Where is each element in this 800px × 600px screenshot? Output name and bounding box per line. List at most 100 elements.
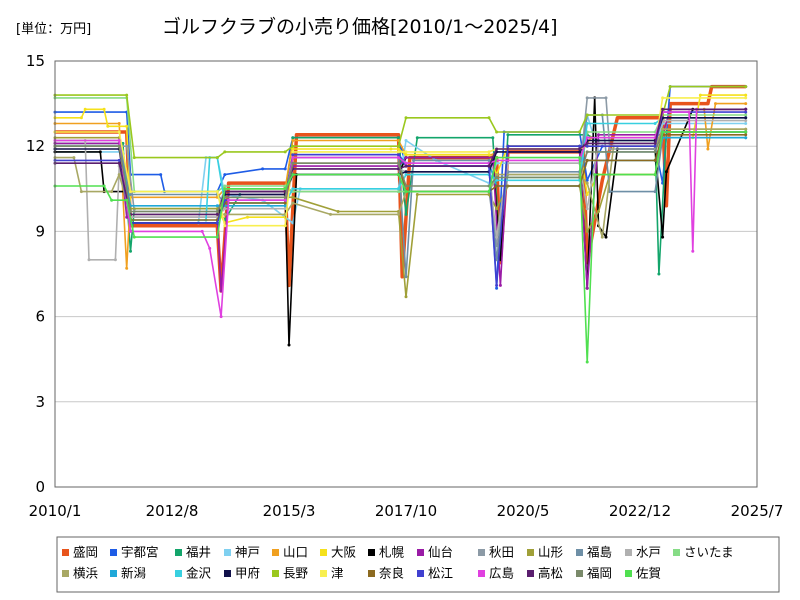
data-point	[578, 130, 582, 134]
data-point	[653, 150, 657, 154]
legend-label: 松江	[428, 566, 453, 581]
legend-swatch	[272, 570, 279, 577]
data-point	[495, 184, 499, 188]
data-point	[215, 156, 219, 160]
data-point	[495, 173, 499, 177]
data-point	[415, 136, 419, 140]
data-point	[291, 147, 295, 151]
data-point	[72, 156, 76, 160]
series-line	[55, 128, 746, 238]
data-point	[604, 235, 608, 239]
data-point	[129, 249, 132, 253]
legend-swatch	[224, 570, 231, 577]
data-point	[615, 116, 619, 120]
data-point	[223, 184, 227, 188]
x-tick-label: 2017/10	[375, 502, 437, 520]
data-point	[291, 187, 295, 191]
x-axis: 2010/1 2012/8 2015/3 2017/10 2020/5 2022/12 20…	[29, 502, 784, 520]
data-point	[159, 173, 163, 177]
x-tick-label: 2025/7	[731, 502, 784, 520]
data-point	[744, 130, 748, 134]
legend-label: さいたま	[684, 545, 734, 560]
data-point	[397, 150, 400, 154]
data-point	[117, 173, 121, 177]
data-point	[744, 133, 748, 137]
data-point	[487, 158, 491, 162]
data-point	[585, 286, 589, 290]
data-point	[495, 286, 499, 290]
data-point	[585, 193, 589, 196]
data-point	[404, 212, 408, 216]
data-point	[714, 102, 717, 106]
data-point	[125, 266, 129, 270]
data-point	[661, 96, 665, 100]
data-point	[98, 150, 102, 154]
data-point	[664, 170, 668, 174]
data-point	[495, 178, 499, 182]
data-point	[129, 229, 132, 233]
data-point	[200, 229, 204, 233]
data-point	[404, 275, 408, 279]
data-point	[487, 153, 491, 157]
series-line	[55, 131, 746, 213]
data-point	[506, 144, 510, 148]
data-point	[129, 193, 132, 196]
legend-label: 金沢	[186, 566, 212, 581]
legend-label: 宇都宮	[121, 545, 159, 560]
legend-label: 水戸	[636, 545, 661, 560]
x-tick-label: 2010/1	[29, 502, 82, 520]
data-point	[600, 178, 604, 182]
legend-swatch	[625, 570, 632, 577]
data-point	[397, 156, 400, 160]
data-point	[404, 116, 408, 120]
data-point	[215, 212, 219, 216]
data-point	[593, 173, 597, 177]
data-point	[495, 283, 499, 287]
data-point	[668, 85, 672, 89]
data-point	[397, 190, 400, 194]
data-point	[653, 173, 657, 177]
data-point	[687, 110, 691, 114]
data-point	[744, 93, 748, 97]
legend-label: 長野	[283, 566, 309, 581]
legend-swatch	[175, 570, 182, 577]
data-point	[295, 133, 298, 137]
data-point	[291, 139, 295, 142]
legend-label: 福岡	[587, 566, 612, 581]
legend-label: 福島	[587, 545, 612, 560]
x-tick-label: 2015/3	[263, 502, 316, 520]
data-point	[389, 147, 393, 151]
legend-swatch	[62, 570, 69, 577]
data-point	[283, 195, 287, 199]
data-point	[585, 144, 589, 148]
legend-swatch	[417, 549, 424, 556]
data-point	[215, 221, 219, 225]
data-point	[283, 150, 287, 154]
data-point	[491, 136, 495, 140]
legend-label: 高松	[538, 566, 563, 581]
data-point	[102, 107, 106, 111]
data-point	[219, 315, 223, 319]
y-tick-label: 9	[35, 222, 45, 240]
data-point	[585, 136, 589, 140]
legend-swatch	[272, 549, 279, 556]
data-point	[132, 156, 136, 160]
data-point	[653, 122, 657, 125]
data-point	[744, 102, 748, 106]
legend-box	[56, 536, 780, 593]
series-24	[53, 130, 748, 364]
data-point	[287, 343, 291, 347]
legend-label: 新潟	[121, 566, 146, 581]
data-point	[495, 235, 499, 239]
data-point	[215, 235, 219, 239]
data-point	[397, 161, 400, 165]
data-point	[291, 150, 295, 154]
data-point	[653, 158, 657, 162]
data-point	[125, 124, 129, 128]
data-point	[404, 153, 408, 157]
data-point	[653, 141, 657, 145]
data-point	[744, 113, 748, 117]
data-point	[744, 122, 748, 125]
data-point	[404, 170, 408, 174]
data-point	[117, 158, 121, 162]
